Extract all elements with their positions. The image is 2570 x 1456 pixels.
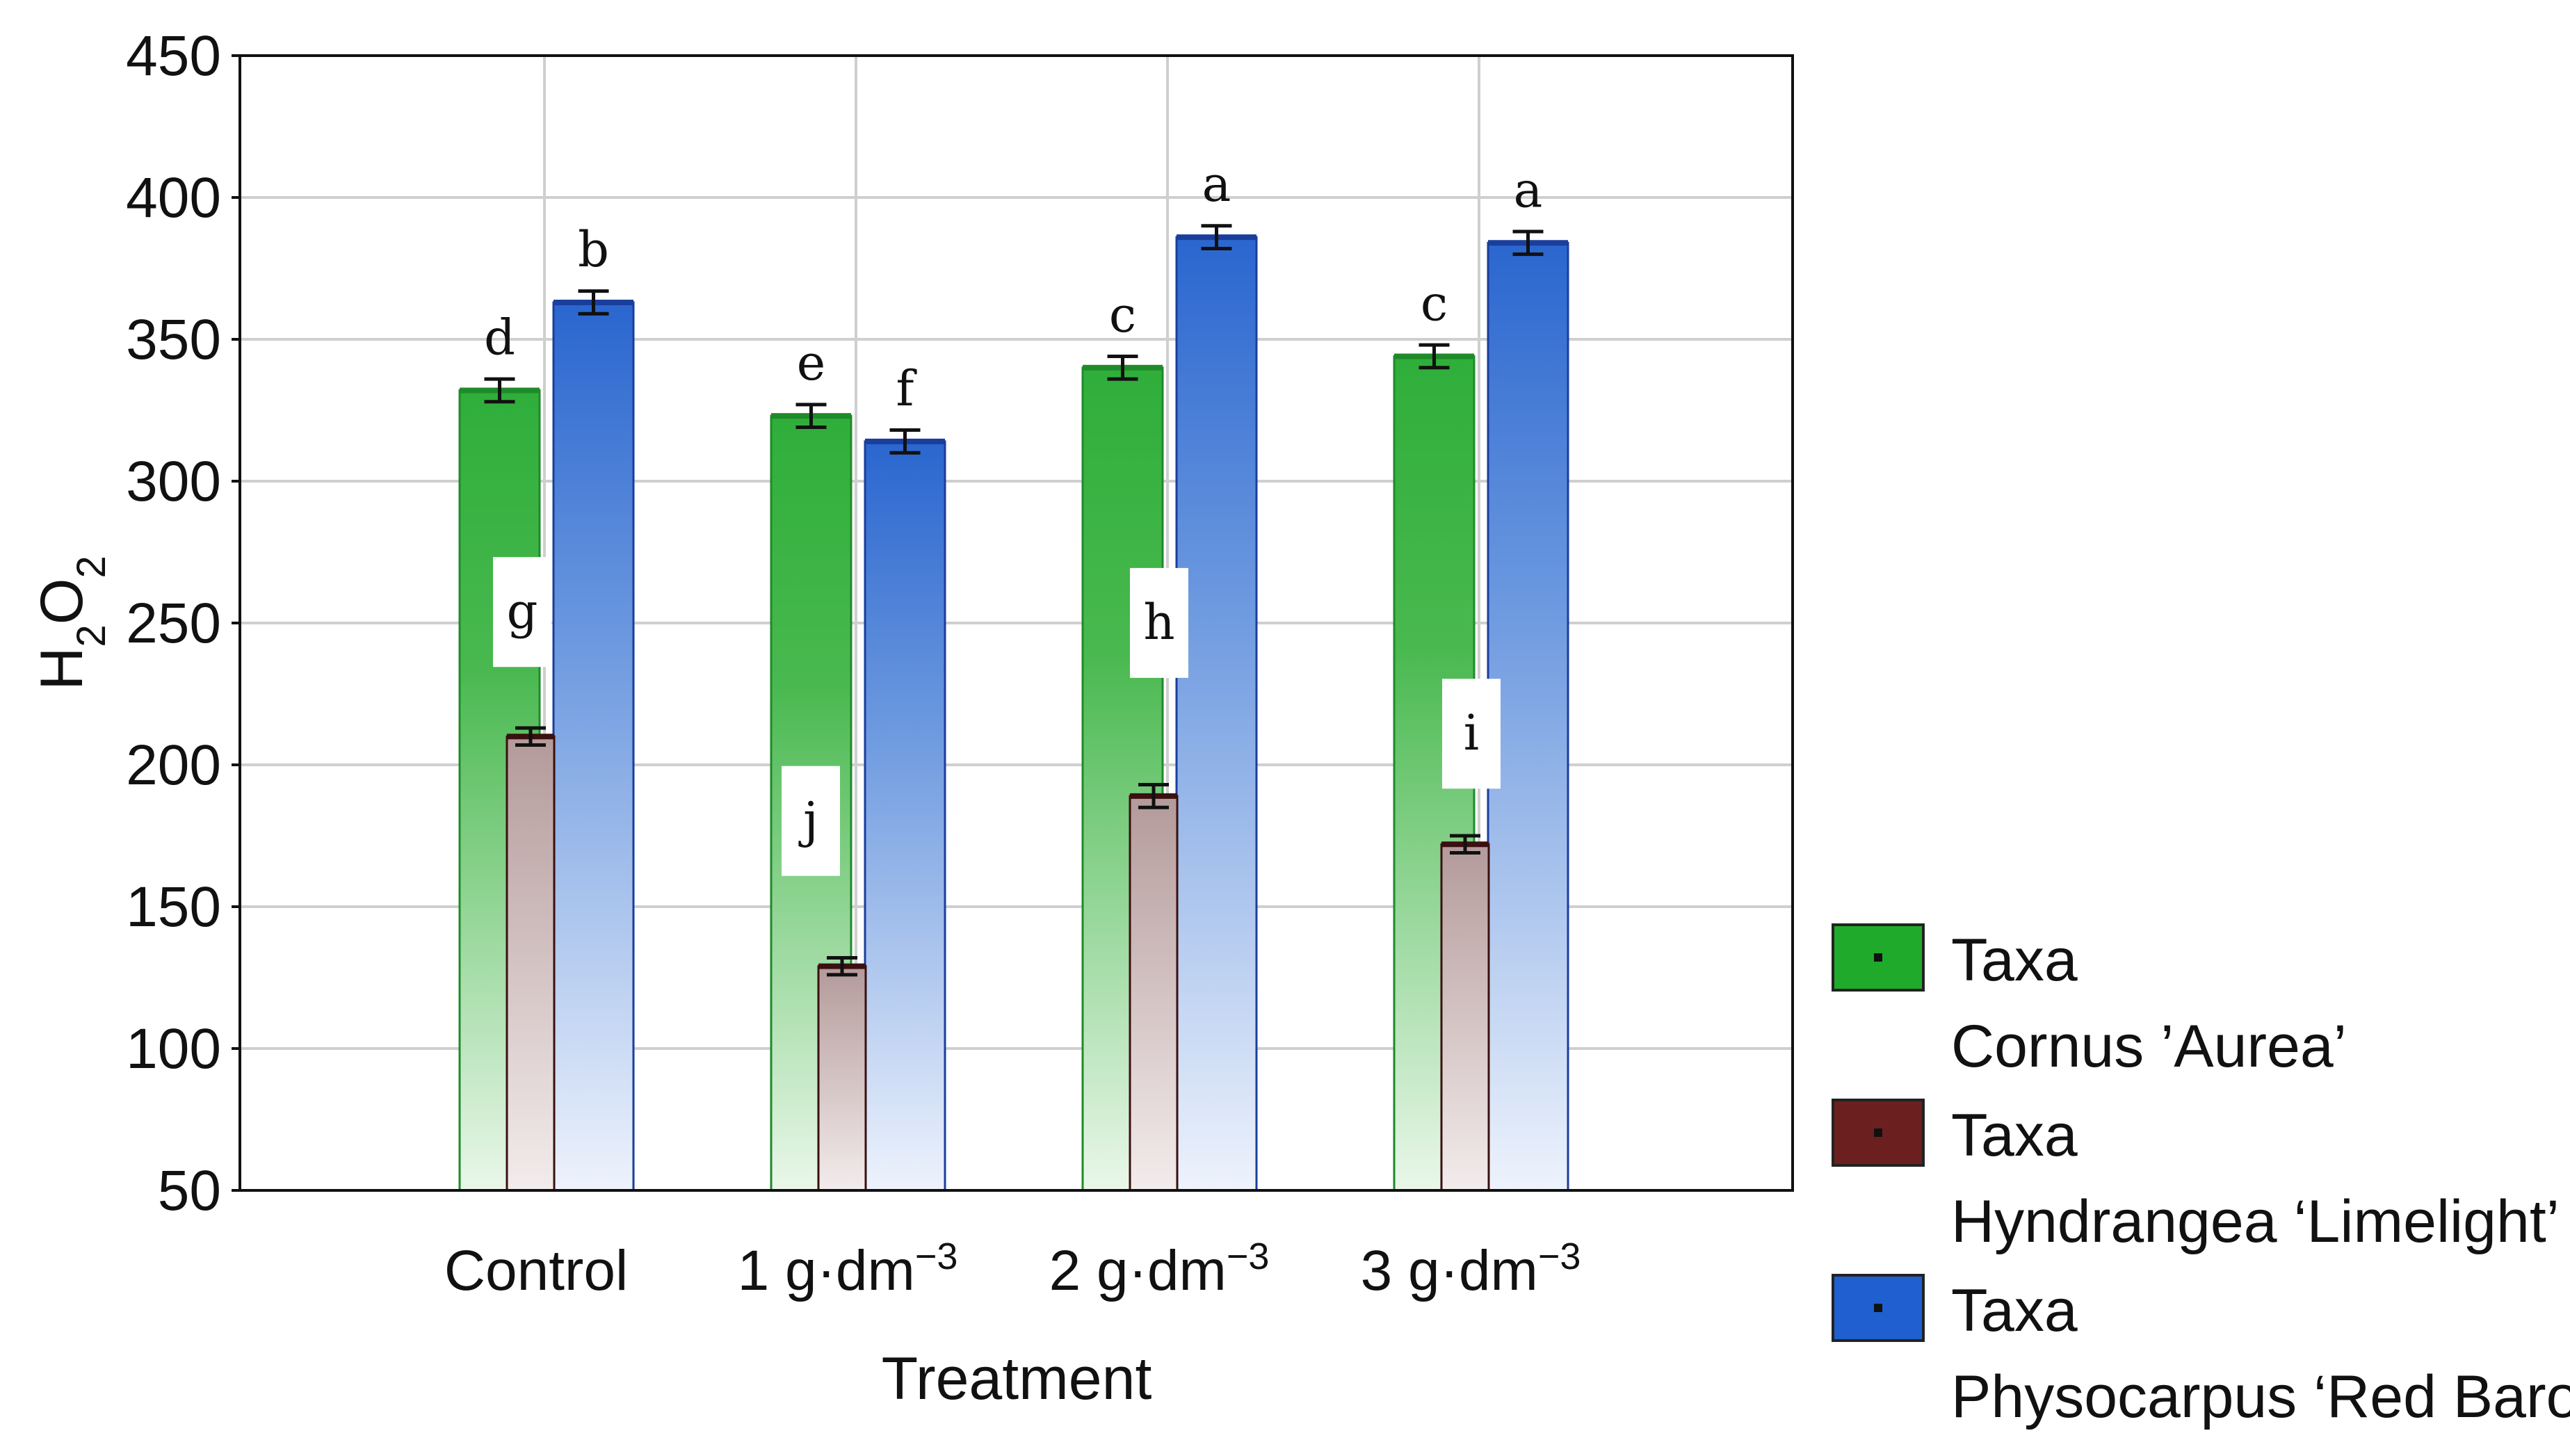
x-tick-label-3: 3 g·dm−3 — [1361, 1236, 1581, 1302]
bar-hydrangea-3 — [1440, 843, 1490, 1192]
letter-box-hydrangea-1 — [782, 766, 840, 876]
y-tick-label-100: 100 — [126, 1017, 221, 1081]
significance-letter-physocarpus-3: a — [1514, 161, 1543, 218]
legend-label-line1-hydrangea: Taxa — [1951, 1102, 2078, 1169]
bar-physocarpus-0 — [552, 301, 635, 1192]
letter-box-hydrangea-0 — [493, 557, 551, 668]
legend-marker-physocarpus — [1874, 1304, 1882, 1312]
significance-letter-physocarpus-1: f — [896, 360, 918, 417]
legend-swatch-physocarpus — [1832, 1274, 1925, 1342]
y-tick-label-450: 450 — [126, 24, 221, 88]
legend-label-line2-physocarpus: Physocarpus ‘Red Baron’ — [1951, 1364, 2570, 1430]
legend-label-line1-physocarpus: Taxa — [1951, 1277, 2078, 1344]
legend-marker-hydrangea — [1874, 1129, 1882, 1137]
significance-letter-cornus-3: c — [1421, 275, 1448, 332]
bar-hydrangea-1 — [817, 965, 867, 1192]
significance-letter-hydrangea-0: g — [507, 583, 538, 640]
letter-box-hydrangea-2 — [1130, 567, 1188, 678]
y-tick-label-150: 150 — [126, 875, 221, 939]
y-tick-label-50: 50 — [158, 1159, 221, 1222]
legend-label-line2-cornus: Cornus ’Aurea’ — [1951, 1013, 2347, 1080]
letter-box-hydrangea-3 — [1442, 679, 1501, 789]
significance-letter-cornus-2: c — [1109, 286, 1136, 343]
significance-letter-physocarpus-0: b — [578, 221, 609, 278]
svg-text:H2O2: H2O2 — [29, 556, 114, 690]
bar-hydrangea-2 — [1129, 795, 1179, 1192]
x-tick-label-2: 2 g·dm−3 — [1049, 1236, 1270, 1302]
significance-letter-physocarpus-2: a — [1202, 156, 1231, 213]
significance-letter-hydrangea-3: i — [1464, 704, 1479, 761]
legend-marker-cornus — [1874, 953, 1882, 962]
legend: Taxa Cornus ’Aurea’ Taxa Hyndrangea ‘Limeli… — [1832, 923, 2570, 1430]
significance-letter-cornus-0: d — [484, 309, 515, 366]
bar-physocarpus-1 — [864, 440, 946, 1192]
y-tick-label-200: 200 — [126, 734, 221, 797]
y-tick-label-350: 350 — [126, 308, 221, 371]
legend-label-line1-cornus: Taxa — [1951, 927, 2078, 994]
bar-physocarpus-3 — [1487, 241, 1569, 1192]
legend-label-line2-hydrangea: Hyndrangea ‘Limelight’ — [1951, 1188, 2560, 1255]
x-tick-label-1: 1 g·dm−3 — [738, 1236, 958, 1302]
x-tick-label-0: Control — [444, 1239, 628, 1302]
bar-physocarpus-2 — [1175, 236, 1258, 1192]
bar-hydrangea-0 — [506, 735, 556, 1192]
y-tick-label-250: 250 — [126, 592, 221, 655]
x-axis-title: Treatment — [882, 1345, 1152, 1412]
y-axis-title: H2O2 — [29, 556, 114, 690]
significance-letter-cornus-1: e — [797, 334, 825, 391]
y-tick-label-400: 400 — [126, 166, 221, 229]
significance-letter-hydrangea-2: h — [1143, 594, 1174, 651]
y-tick-labels: 50 100 150 200 250 300 350 400 450 — [126, 24, 240, 1222]
y-tick-label-300: 300 — [126, 450, 221, 513]
x-tick-labels: Control 1 g·dm−3 2 g·dm−3 3 g·dm−3 — [444, 1236, 1581, 1302]
